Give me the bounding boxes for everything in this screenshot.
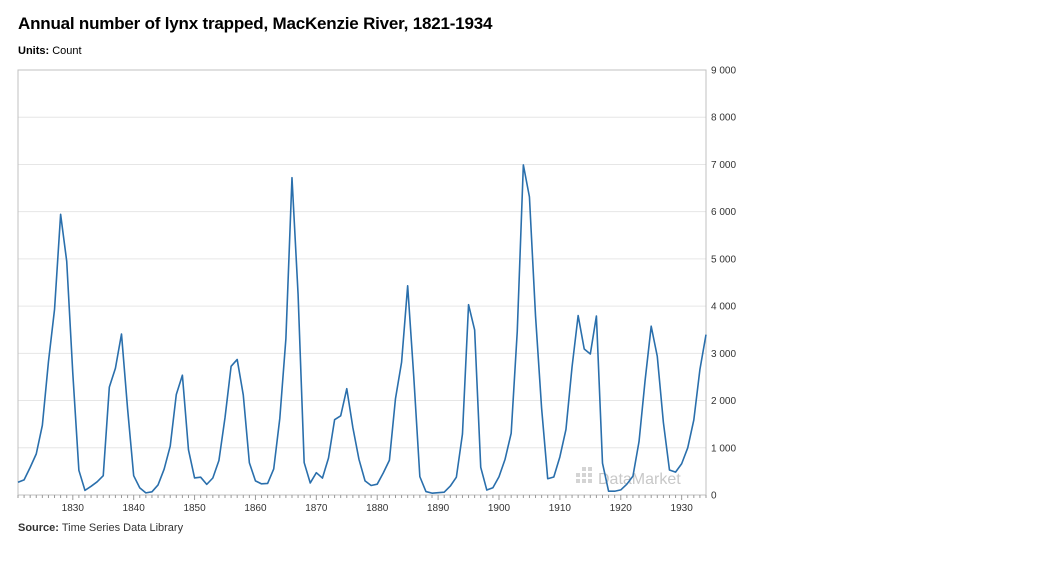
- source-label: Source:: [18, 522, 59, 534]
- y-tick-label: 2 000: [711, 396, 736, 407]
- plot-area: [17, 69, 707, 496]
- series-line: [17, 164, 707, 494]
- y-tick-label: 6 000: [711, 207, 736, 218]
- y-tick-label: 1 000: [711, 443, 736, 454]
- chart-title: Annual number of lynx trapped, MacKenzie…: [18, 14, 493, 33]
- x-tick-label: 1860: [244, 503, 267, 514]
- source-caption: Source: Time Series Data Library: [18, 522, 183, 534]
- x-tick-label: 1880: [366, 503, 389, 514]
- x-tick-label: 1830: [62, 503, 85, 514]
- x-tick-label: 1920: [610, 503, 633, 514]
- source-value: Time Series Data Library: [61, 522, 184, 534]
- x-tick-label: 1850: [183, 503, 206, 514]
- y-tick-label: 3 000: [711, 349, 736, 360]
- x-tick-label: 1900: [488, 503, 511, 514]
- y-axis: 0 1 000 2 000 3 000 4 000 5 000 6 000 7 000 8 00…: [711, 66, 736, 502]
- units-label: Units:: [18, 45, 50, 57]
- x-tick-label: 1930: [671, 503, 694, 514]
- y-tick-label: 9 000: [711, 66, 736, 77]
- watermark-logo-icon: [576, 467, 592, 483]
- gridlines: [18, 69, 706, 496]
- x-tick-label: 1890: [427, 503, 450, 514]
- y-tick-label: 7 000: [711, 160, 736, 171]
- y-tick-label: 0: [711, 491, 717, 502]
- y-tick-label: 8 000: [711, 113, 736, 124]
- watermark-text: DataMarket: [598, 471, 681, 488]
- x-tick-label: 1870: [305, 503, 328, 514]
- units-value: Count: [52, 45, 82, 57]
- y-tick-label: 5 000: [711, 254, 736, 265]
- x-tick-label: 1840: [123, 503, 146, 514]
- y-tick-label: 4 000: [711, 302, 736, 313]
- x-tick-label: 1910: [549, 503, 572, 514]
- x-axis: 1830 1840 1850 1860 1870 1880 1890 1900 1910 1920…: [17, 495, 707, 514]
- units-caption: Units: Count: [18, 45, 82, 57]
